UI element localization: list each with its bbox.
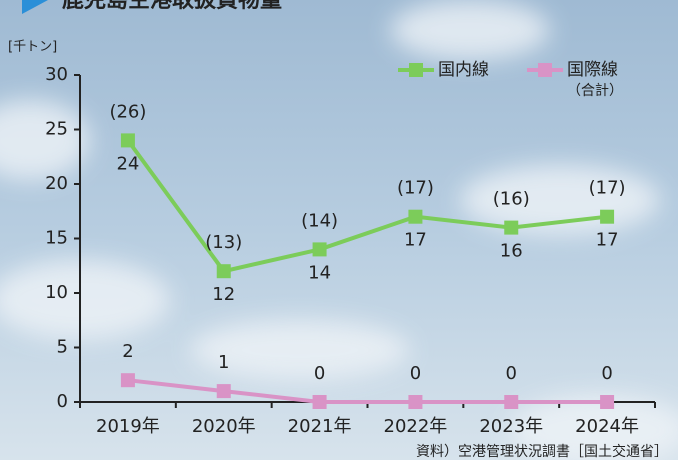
data-label: 14 xyxy=(308,262,331,283)
point xyxy=(121,373,135,387)
y-tick-label: 10 xyxy=(45,282,68,303)
total-label: (13) xyxy=(205,232,242,253)
chart-title: 鹿児島空港取扱貨物量 xyxy=(62,0,282,13)
x-tick-label: 2024年 xyxy=(575,416,639,437)
y-tick-label: 30 xyxy=(45,64,68,85)
x-tick-label: 2022年 xyxy=(384,416,448,437)
data-label: 0 xyxy=(601,363,612,384)
y-tick-label: 0 xyxy=(57,391,68,412)
point xyxy=(313,242,327,256)
y-tick-label: 5 xyxy=(57,337,68,358)
total-label: (17) xyxy=(589,178,626,199)
data-label: 2 xyxy=(122,341,133,362)
total-label: (26) xyxy=(109,101,146,122)
point xyxy=(600,395,614,409)
total-label: (17) xyxy=(397,178,434,199)
legend-marker xyxy=(538,63,552,77)
data-label: 0 xyxy=(410,363,421,384)
total-label: (14) xyxy=(301,210,338,231)
point xyxy=(313,395,327,409)
total-label: (16) xyxy=(493,189,530,210)
chart: 鹿児島空港取扱貨物量 [千トン] 資料）空港管理状況調書［国土交通省］ 0510… xyxy=(0,0,678,460)
x-tick-label: 2023年 xyxy=(479,416,543,437)
x-tick-label: 2019年 xyxy=(96,416,160,437)
point xyxy=(600,210,614,224)
legend-label: 国際線 xyxy=(567,60,618,80)
x-tick-label: 2021年 xyxy=(288,416,352,437)
data-label: 0 xyxy=(314,363,325,384)
data-label: 17 xyxy=(404,230,427,251)
point xyxy=(217,384,231,398)
legend-label: 国内線 xyxy=(438,60,489,80)
data-label: 17 xyxy=(596,230,619,251)
point xyxy=(504,221,518,235)
source: 資料）空港管理状況調書［国土交通省］ xyxy=(416,443,668,460)
y-tick-label: 20 xyxy=(45,173,68,194)
point xyxy=(408,210,422,224)
point xyxy=(217,264,231,278)
y-tick-label: 15 xyxy=(45,228,68,249)
data-label: 12 xyxy=(212,284,235,305)
data-label: 1 xyxy=(218,352,229,373)
data-label: 24 xyxy=(116,153,139,174)
legend-note: （合計） xyxy=(567,83,623,99)
legend-marker xyxy=(409,63,423,77)
point xyxy=(121,133,135,147)
x-tick-label: 2020年 xyxy=(192,416,256,437)
data-label: 16 xyxy=(500,241,523,262)
data-label: 0 xyxy=(506,363,517,384)
y-tick-label: 25 xyxy=(45,119,68,140)
point xyxy=(504,395,518,409)
y-axis-label: [千トン] xyxy=(8,40,57,55)
point xyxy=(408,395,422,409)
